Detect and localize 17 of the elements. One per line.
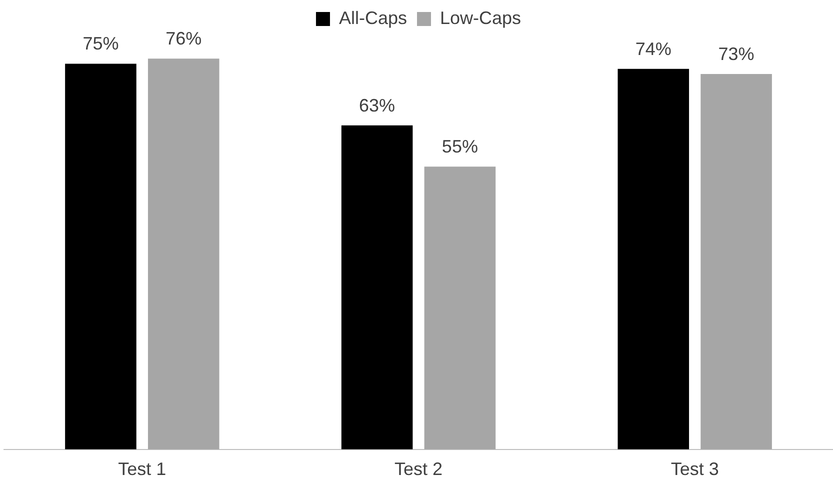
x-tick-label: Test 3 bbox=[670, 459, 719, 480]
bar bbox=[618, 68, 690, 450]
data-label: 55% bbox=[442, 136, 478, 157]
bar bbox=[700, 74, 772, 450]
legend-label: All-Caps bbox=[338, 8, 408, 28]
bar bbox=[341, 125, 413, 450]
data-label: 73% bbox=[718, 44, 754, 64]
x-tick-label: Test 1 bbox=[118, 459, 166, 480]
data-label: 74% bbox=[635, 38, 672, 59]
data-label: 76% bbox=[166, 28, 202, 49]
bar bbox=[65, 64, 136, 450]
bar bbox=[424, 166, 496, 450]
x-tick-label: Test 2 bbox=[394, 459, 443, 480]
data-label: 75% bbox=[82, 34, 119, 54]
bar bbox=[148, 58, 220, 450]
data-label: 63% bbox=[359, 95, 396, 116]
legend-label: Low-Caps bbox=[440, 8, 522, 28]
